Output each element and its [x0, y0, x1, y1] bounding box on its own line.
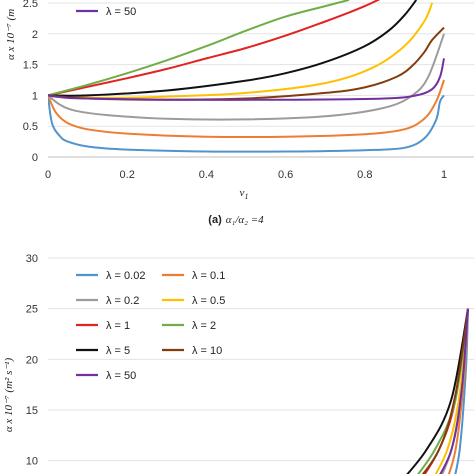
series-line-lambda-10: [421, 308, 469, 474]
chart-a-legend: λ = 50: [76, 6, 136, 18]
y-tick-label: 1.5: [23, 60, 38, 72]
chart-b-series: [406, 308, 469, 474]
legend-label: λ = 10: [192, 345, 222, 357]
chart-b-y-ticks: 10 15 20 25 30: [26, 253, 38, 468]
chart-b-y-axis-title: α x 10⁻⁷ (m² s⁻¹): [3, 358, 15, 433]
x-tick-label: 0.6: [278, 169, 293, 181]
chart-a-caption: (a) α₁/α₂ =4: [208, 214, 264, 226]
series-line-lambda-0_5: [48, 2, 434, 99]
legend-label: λ = 0.5: [192, 295, 225, 307]
series-line-lambda-0_2: [48, 33, 445, 121]
series-line-lambda-0_1: [48, 79, 445, 139]
legend-label: λ = 1: [106, 320, 130, 332]
chart-a-gridlines: [48, 2, 474, 127]
series-line-lambda-10: [48, 26, 445, 101]
legend-label: λ = 50: [106, 370, 136, 382]
legend-item: λ = 0.5: [162, 295, 225, 307]
x-tick-label: 0: [45, 169, 51, 181]
y-tick-label: 2.5: [23, 0, 38, 10]
series-line-lambda-5: [48, 0, 418, 97]
series-line-lambda-50: [48, 58, 445, 101]
y-tick-label: 15: [26, 405, 38, 417]
y-tick-label: 10: [26, 456, 38, 468]
y-tick-label: 30: [26, 253, 38, 265]
legend-item: λ = 2: [162, 320, 216, 332]
chart-a-x-axis-title: v1: [240, 187, 249, 201]
y-tick-label: 1: [32, 90, 38, 102]
chart-a: 00.511.522.5 0 0.2 0.4 0.6 0.8 1 α x 10⁻⁷ (m …: [5, 0, 474, 226]
legend-item: λ = 50: [76, 370, 136, 382]
chart-a-y-ticks: 0 0.5 1 1.5 2 2.5: [23, 0, 38, 164]
legend-item: λ = 0.02: [76, 270, 145, 282]
legend-item: λ = 10: [162, 345, 222, 357]
legend-item: λ = 0.1: [162, 270, 225, 282]
series-line-lambda-2: [417, 308, 469, 474]
x-tick-label: 0.2: [120, 169, 135, 181]
chart-b-legend: λ = 0.02 λ = 0.1 λ = 0.2 λ = 0.5 λ = 1 λ = 2 λ…: [76, 270, 225, 382]
y-tick-label: 0: [32, 152, 38, 164]
y-tick-label: 25: [26, 304, 38, 316]
chart-a-x-ticks: 0 0.2 0.4 0.6 0.8 1: [45, 169, 447, 181]
x-tick-label: 0.8: [357, 169, 372, 181]
legend-item: λ = 5: [76, 345, 130, 357]
legend-label: λ = 0.2: [106, 295, 139, 307]
legend-label: λ = 2: [192, 320, 216, 332]
chart-b-gridlines: [48, 257, 474, 462]
x-tick-label: 1: [441, 169, 447, 181]
y-tick-label: 20: [26, 354, 38, 366]
chart-a-y-axis-title: α x 10⁻⁷ (m: [5, 9, 17, 60]
legend-label: λ = 5: [106, 345, 130, 357]
series-line-lambda-2: [48, 0, 350, 97]
x-tick-label: 0.4: [199, 169, 214, 181]
chart-a-series: [48, 0, 445, 153]
y-tick-label: 0.5: [23, 121, 38, 133]
series-line-lambda-1: [48, 0, 381, 97]
series-line-lambda-0_02: [48, 94, 445, 153]
series-line-lambda-50: [439, 308, 469, 474]
legend-item: λ = 1: [76, 320, 130, 332]
legend-label: λ = 0.1: [192, 270, 225, 282]
legend-label: λ = 0.02: [106, 270, 145, 282]
chart-a-legend-label: λ = 50: [106, 6, 136, 18]
legend-item: λ = 0.2: [76, 295, 139, 307]
y-tick-label: 2: [32, 29, 38, 41]
